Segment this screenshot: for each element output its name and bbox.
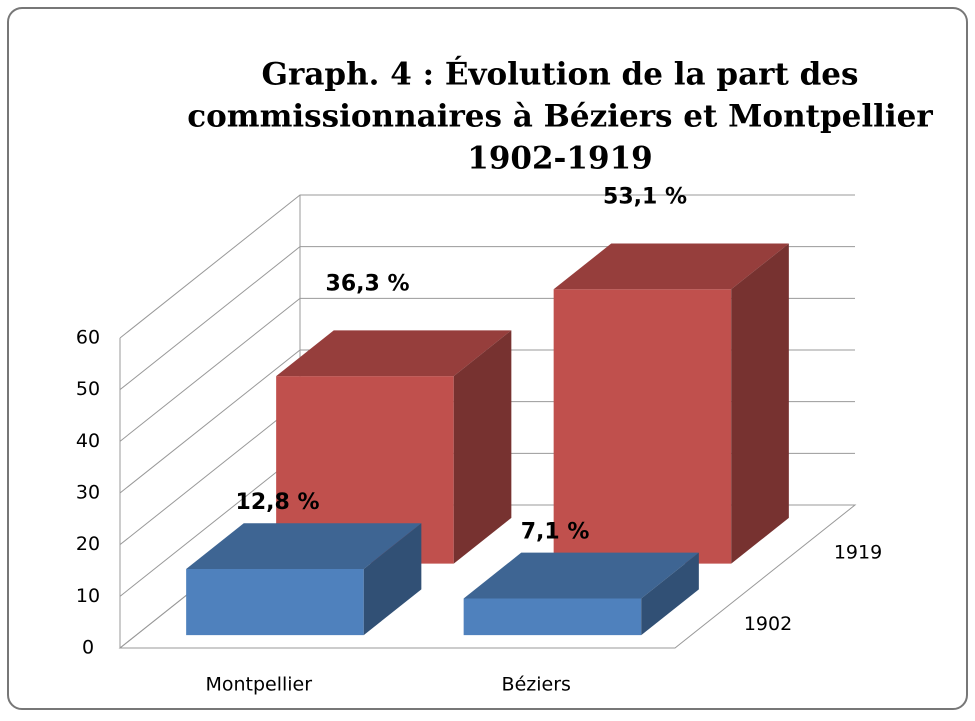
bar-side	[363, 523, 422, 636]
y-tick-label: 40	[76, 430, 100, 452]
y-tick-label: 0	[82, 637, 94, 659]
grid-line	[119, 194, 855, 339]
value-label: 12,8 %	[236, 490, 320, 515]
x-tick-label: Montpellier	[205, 674, 312, 696]
y-tick-label: 20	[76, 533, 100, 555]
bar-side	[731, 243, 789, 564]
bar-front	[186, 568, 364, 636]
value-label: 53,1 %	[603, 185, 687, 210]
series-label: 1919	[834, 541, 882, 563]
bar-top	[463, 552, 699, 599]
chart-title: 1902-1919	[467, 141, 652, 177]
x-tick-label: Béziers	[502, 674, 571, 696]
bar-top	[276, 330, 512, 377]
bar-side	[641, 552, 699, 636]
bar-front	[463, 598, 642, 636]
bar-side	[453, 330, 512, 564]
bar-top	[553, 243, 789, 290]
bar-front	[276, 376, 454, 564]
y-tick-label: 30	[76, 482, 100, 504]
chart-title: Graph. 4 : Évolution de la part des	[262, 55, 859, 93]
chart-title: commissionnaires à Béziers et Montpellie…	[187, 99, 933, 135]
value-label: 7,1 %	[521, 520, 590, 545]
series-label: 1902	[744, 613, 792, 635]
bar-front	[553, 289, 732, 564]
value-label: 36,3 %	[326, 271, 410, 296]
y-tick-label: 60	[76, 327, 100, 349]
y-tick-label: 10	[76, 585, 100, 607]
y-tick-label: 50	[76, 378, 100, 400]
bar-top	[186, 523, 422, 569]
